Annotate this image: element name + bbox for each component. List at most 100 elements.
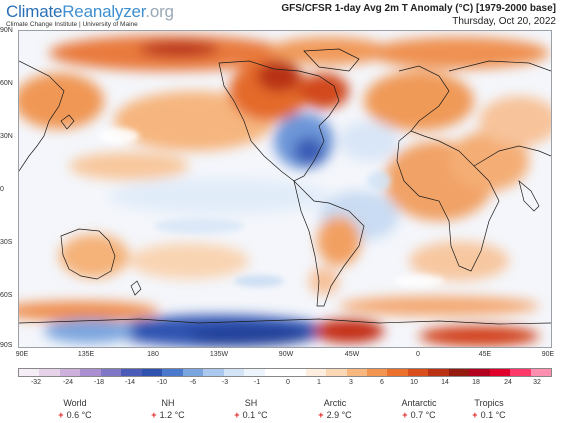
map-date: Thursday, Oct 20, 2022 bbox=[452, 16, 556, 27]
map-title-block: GFS/CFSR 1-day Avg 2m T Anomaly (°C) [19… bbox=[281, 3, 556, 27]
colorbar-swatch bbox=[39, 369, 60, 376]
colorbar-swatch bbox=[530, 369, 552, 376]
plus-icon: + bbox=[58, 410, 64, 420]
stat-value-row: +0.1 °C bbox=[449, 410, 529, 420]
colorbar-tick-label: 14 bbox=[441, 379, 449, 386]
lon-label-90e-left: 90E bbox=[15, 351, 29, 358]
colorbar-tick-label: -18 bbox=[93, 379, 105, 386]
stat-value: 0.1 °C bbox=[242, 410, 268, 420]
colorbar-tick-label: -3 bbox=[221, 379, 229, 386]
colorbar-swatch bbox=[305, 369, 327, 376]
stat-value: 0.1 °C bbox=[480, 410, 506, 420]
colorbar-swatch bbox=[141, 369, 163, 376]
regional-stats: World +0.6 °C NH +1.2 °C SH +0.1 °C Arctic +2.9… bbox=[0, 398, 562, 422]
logo-part-climate: Climate bbox=[6, 2, 63, 21]
colorbar-tick-label: -24 bbox=[62, 379, 74, 386]
colorbar-tick-label: 24 bbox=[504, 379, 512, 386]
lon-label-135w: 135W bbox=[209, 351, 229, 358]
colorbar-swatch bbox=[264, 369, 286, 376]
colorbar bbox=[18, 368, 552, 377]
logo-part-org: .org bbox=[145, 2, 174, 21]
colorbar-tick-label: -6 bbox=[189, 379, 197, 386]
colorbar-swatch bbox=[510, 369, 531, 376]
lon-label-90e-right: 90E bbox=[541, 351, 555, 358]
colorbar-swatch bbox=[489, 369, 511, 376]
stat-tropics: Tropics +0.1 °C bbox=[449, 398, 529, 420]
lat-label-90n: 90N bbox=[0, 27, 13, 34]
colorbar-swatch bbox=[366, 369, 388, 376]
plus-icon: + bbox=[402, 410, 408, 420]
colorbar-swatch bbox=[469, 369, 490, 376]
stat-value: 0.6 °C bbox=[66, 410, 92, 420]
colorbar-swatch bbox=[285, 369, 306, 376]
lat-label-90s: 90S bbox=[0, 342, 13, 349]
lat-label-30n: 30N bbox=[0, 133, 13, 140]
colorbar-tick-label: 3 bbox=[349, 379, 353, 386]
stat-nh: NH +1.2 °C bbox=[128, 398, 208, 420]
colorbar-tick-label: -14 bbox=[124, 379, 136, 386]
lon-label-45w: 45W bbox=[344, 351, 360, 358]
colorbar-tick-label: 6 bbox=[380, 379, 384, 386]
colorbar-swatch bbox=[244, 369, 265, 376]
stat-value-row: +1.2 °C bbox=[128, 410, 208, 420]
stat-antarctic: Antarctic +0.7 °C bbox=[379, 398, 459, 420]
logo-wordmark: ClimateReanalyzer.org bbox=[6, 2, 174, 21]
colorbar-swatch bbox=[203, 369, 224, 376]
plus-icon: + bbox=[151, 410, 157, 420]
map-title: GFS/CFSR 1-day Avg 2m T Anomaly (°C) [19… bbox=[281, 3, 556, 14]
stat-name: NH bbox=[161, 398, 175, 408]
stat-value: 2.9 °C bbox=[326, 410, 352, 420]
colorbar-swatch bbox=[346, 369, 367, 376]
colorbar-swatch bbox=[428, 369, 449, 376]
lat-label-60s: 60S bbox=[0, 292, 13, 299]
stat-world: World +0.6 °C bbox=[35, 398, 115, 420]
colorbar-swatch bbox=[100, 369, 122, 376]
colorbar-tick-label: 32 bbox=[533, 379, 541, 386]
stat-name: Antarctic bbox=[401, 398, 437, 408]
colorbar-swatch bbox=[121, 369, 142, 376]
stat-value-row: +0.1 °C bbox=[211, 410, 291, 420]
lon-label-45e: 45E bbox=[478, 351, 492, 358]
lon-label-0: 0 bbox=[416, 351, 420, 358]
logo-subtitle: Climate Change Institute | University of… bbox=[6, 21, 138, 28]
colorbar-swatch bbox=[59, 369, 81, 376]
stat-arctic: Arctic +2.9 °C bbox=[295, 398, 375, 420]
site-logo[interactable]: ClimateReanalyzer.org Climate Change Ins… bbox=[6, 2, 174, 28]
colorbar-swatch bbox=[407, 369, 429, 376]
colorbar-tick-label: -10 bbox=[156, 379, 168, 386]
stat-value-row: +2.9 °C bbox=[295, 410, 375, 420]
lat-label-30s: 30S bbox=[0, 239, 13, 246]
plus-icon: + bbox=[234, 410, 240, 420]
stat-sh: SH +0.1 °C bbox=[211, 398, 291, 420]
colorbar-swatch bbox=[223, 369, 245, 376]
colorbar-tick-label: -1 bbox=[253, 379, 261, 386]
stat-name: Arctic bbox=[323, 398, 347, 408]
stat-name: World bbox=[63, 398, 87, 408]
lon-label-90w: 90W bbox=[278, 351, 294, 358]
anomaly-map-graphic bbox=[19, 31, 551, 347]
plus-icon: + bbox=[472, 410, 478, 420]
colorbar-ticks: -32 -24 -18 -14 -10 -6 -3 -1 0 1 3 6 10 14 18 24 32 bbox=[18, 379, 552, 389]
stat-value: 0.7 °C bbox=[410, 410, 436, 420]
stat-name: SH bbox=[244, 398, 258, 408]
colorbar-tick-label: 10 bbox=[410, 379, 418, 386]
plus-icon: + bbox=[318, 410, 324, 420]
anomaly-map bbox=[18, 30, 552, 348]
stat-value-row: +0.6 °C bbox=[35, 410, 115, 420]
colorbar-tick-label: -32 bbox=[30, 379, 42, 386]
colorbar-swatch bbox=[448, 369, 470, 376]
colorbar-swatch bbox=[182, 369, 204, 376]
lon-label-180: 180 bbox=[147, 351, 159, 358]
logo-part-reanalyzer: Reanalyzer bbox=[62, 2, 146, 21]
colorbar-swatch bbox=[19, 369, 40, 376]
stat-name: Tropics bbox=[474, 398, 504, 408]
lat-label-0: 0 bbox=[0, 186, 4, 193]
colorbar-tick-label: 1 bbox=[317, 379, 321, 386]
lat-label-60n: 60N bbox=[0, 80, 13, 87]
colorbar-tick-label: 18 bbox=[472, 379, 480, 386]
stat-value-row: +0.7 °C bbox=[379, 410, 459, 420]
colorbar-swatch bbox=[387, 369, 408, 376]
colorbar-swatch bbox=[326, 369, 347, 376]
stat-value: 1.2 °C bbox=[159, 410, 185, 420]
lon-label-135e: 135E bbox=[77, 351, 95, 358]
